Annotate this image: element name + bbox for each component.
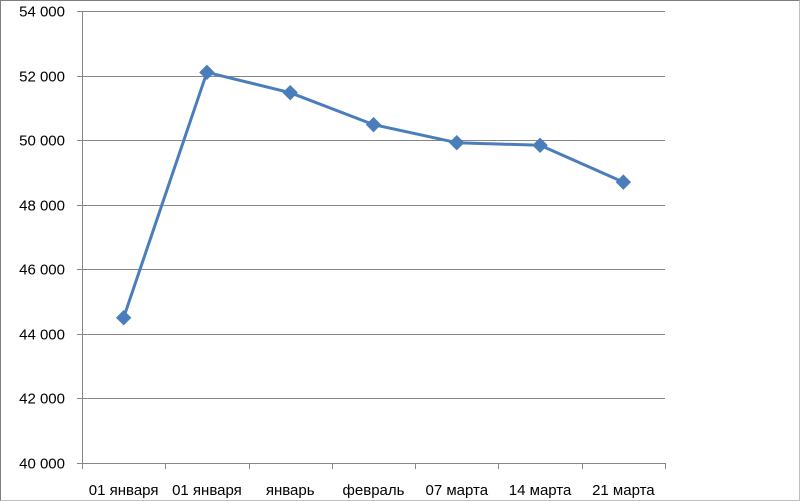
- data-point-marker: [615, 174, 632, 190]
- y-axis-tick-labels: 40 000 42 000 44 000 46 000 48 000 50 000 52 0…: [19, 4, 65, 473]
- data-point-marker: [449, 135, 465, 151]
- gridlines: [82, 11, 665, 399]
- y-tick-label: 52 000: [19, 69, 65, 86]
- x-tick-label: 07 марта: [425, 482, 488, 499]
- series-layer: [115, 64, 632, 326]
- x-tick-label: январь: [266, 482, 315, 499]
- y-tick-label: 48 000: [19, 198, 65, 215]
- y-tick-label: 42 000: [19, 391, 65, 408]
- x-tick-label: 01 января: [172, 482, 242, 499]
- y-tick-label: 40 000: [19, 456, 65, 473]
- y-tick-label: 46 000: [19, 262, 65, 279]
- y-tick-label: 54 000: [19, 4, 65, 21]
- data-point-marker: [199, 64, 215, 81]
- data-point-marker: [532, 137, 548, 154]
- data-point-marker: [365, 116, 382, 133]
- x-tick-label: февраль: [343, 482, 405, 499]
- y-tick-label: 44 000: [19, 327, 65, 344]
- x-tick-label: 14 марта: [509, 482, 572, 499]
- axes: [77, 11, 666, 469]
- data-point-marker: [115, 310, 132, 326]
- y-tick-label: 50 000: [19, 133, 65, 150]
- x-tick-label: 01 января: [89, 482, 159, 499]
- series-line: [122, 70, 625, 320]
- data-point-marker: [282, 84, 298, 101]
- x-tick-label: 21 марта: [592, 482, 655, 499]
- x-axis-tick-labels: 01 января 01 января январь февраль 07 марта 1…: [89, 482, 655, 499]
